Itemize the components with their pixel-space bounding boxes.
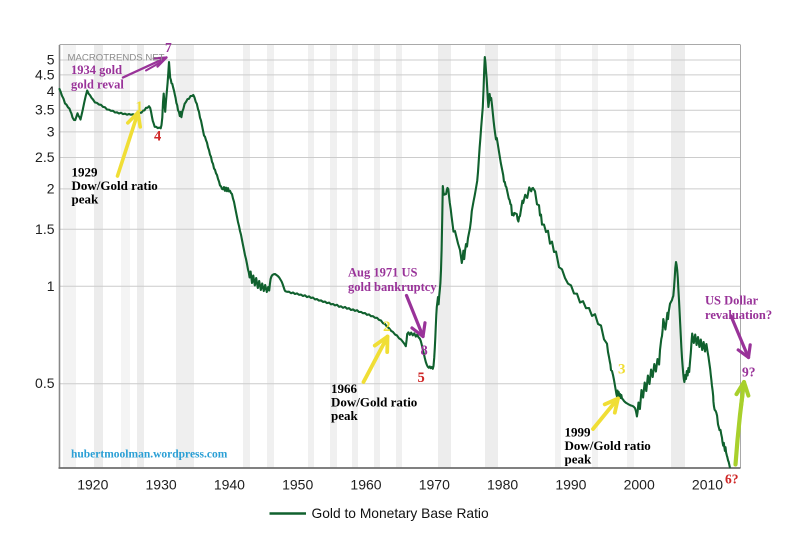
svg-text:2.5: 2.5	[35, 149, 55, 165]
svg-text:1929: 1929	[72, 165, 99, 180]
svg-text:1980: 1980	[487, 477, 518, 493]
svg-text:5: 5	[47, 52, 55, 68]
svg-text:Aug 1971 US: Aug 1971 US	[348, 266, 418, 280]
svg-text:1966: 1966	[331, 381, 358, 396]
svg-text:1930: 1930	[146, 477, 177, 493]
svg-text:1.5: 1.5	[35, 221, 55, 237]
svg-text:1940: 1940	[214, 477, 245, 493]
svg-text:peak: peak	[72, 192, 100, 207]
svg-text:5: 5	[418, 370, 425, 386]
svg-text:1990: 1990	[555, 477, 586, 493]
svg-text:4.5: 4.5	[35, 66, 55, 82]
svg-text:gold bankruptcy: gold bankruptcy	[348, 280, 437, 294]
svg-text:gold reval: gold reval	[71, 78, 124, 92]
svg-text:revaluation?: revaluation?	[705, 308, 772, 322]
svg-text:4: 4	[47, 83, 55, 99]
svg-text:3: 3	[47, 123, 55, 139]
svg-text:peak: peak	[565, 452, 593, 467]
svg-text:1970: 1970	[419, 477, 450, 493]
svg-text:7: 7	[165, 40, 172, 55]
svg-text:9?: 9?	[742, 365, 756, 380]
svg-text:0.5: 0.5	[35, 375, 55, 391]
svg-text:1950: 1950	[282, 477, 313, 493]
svg-text:Dow/Gold ratio: Dow/Gold ratio	[72, 178, 158, 193]
svg-text:Dow/Gold ratio: Dow/Gold ratio	[565, 438, 651, 453]
svg-text:2: 2	[383, 319, 391, 335]
svg-text:2000: 2000	[624, 477, 655, 493]
svg-text:6?: 6?	[725, 472, 739, 487]
svg-text:hubertmoolman.wordpress.com: hubertmoolman.wordpress.com	[71, 449, 228, 461]
svg-text:peak: peak	[331, 408, 359, 423]
svg-text:1999: 1999	[565, 425, 592, 440]
svg-text:1: 1	[136, 99, 144, 115]
svg-text:4: 4	[154, 129, 161, 145]
svg-text:Dow/Gold ratio: Dow/Gold ratio	[331, 395, 417, 410]
svg-text:3.5: 3.5	[35, 102, 55, 118]
svg-text:1: 1	[47, 278, 55, 294]
svg-text:US Dollar: US Dollar	[705, 294, 759, 308]
svg-text:2010: 2010	[692, 477, 723, 493]
svg-text:MACROTRENDS.NET: MACROTRENDS.NET	[68, 53, 165, 64]
svg-text:8: 8	[421, 343, 428, 359]
svg-text:1960: 1960	[350, 477, 381, 493]
svg-text:2: 2	[47, 180, 55, 196]
svg-text:1934 gold: 1934 gold	[71, 63, 122, 77]
svg-text:Gold to Monetary Base Ratio: Gold to Monetary Base Ratio	[312, 506, 489, 521]
svg-text:1920: 1920	[77, 477, 108, 493]
svg-text:3: 3	[618, 362, 626, 378]
